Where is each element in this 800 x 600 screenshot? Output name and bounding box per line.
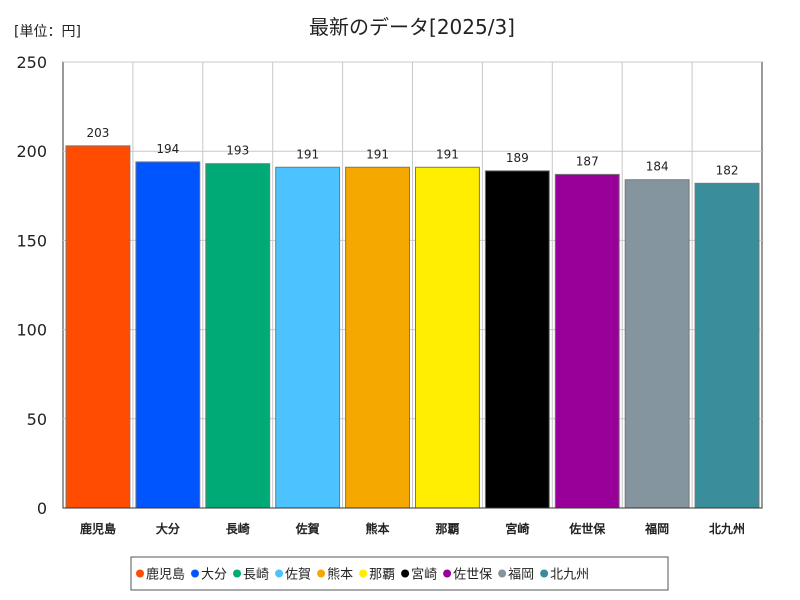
category-label: 長崎 — [226, 521, 250, 536]
legend-label: 佐世保 — [453, 568, 492, 583]
data-label: 193 — [226, 144, 249, 158]
bar — [205, 163, 271, 509]
legend: 鹿児島 大分 長崎 佐賀 熊本 那覇 宮崎 佐世保 福岡 北九州 — [130, 556, 669, 591]
legend-label: 長崎 — [243, 568, 269, 583]
legend-marker — [443, 569, 452, 578]
category-label: 北九州 — [709, 521, 745, 536]
chart-title: 最新のデータ[2025/3] — [309, 15, 515, 39]
category-label: 鹿児島 — [80, 521, 116, 536]
y-tick-label: 150 — [16, 231, 47, 250]
y-tick-label: 250 — [16, 53, 47, 72]
legend-marker — [359, 569, 368, 578]
bar — [135, 161, 201, 509]
legend-marker — [317, 569, 326, 578]
legend-marker — [233, 569, 242, 578]
legend-marker — [275, 569, 284, 578]
data-label: 184 — [646, 160, 669, 174]
bar — [345, 166, 411, 509]
category-label: 佐世保 — [568, 521, 606, 536]
category-label: 熊本 — [366, 521, 390, 536]
y-tick-label: 50 — [27, 410, 47, 429]
legend-box — [130, 556, 669, 591]
category-label: 宮崎 — [505, 521, 529, 536]
data-label: 187 — [576, 154, 599, 168]
legend-marker — [540, 569, 549, 578]
legend-label: 那覇 — [369, 568, 395, 583]
legend-label: 鹿児島 — [146, 567, 185, 583]
y-tick-label: 0 — [37, 499, 47, 518]
bar — [624, 179, 690, 509]
data-label: 191 — [436, 147, 459, 161]
legend-label: 宮崎 — [411, 567, 437, 583]
legend-label: 福岡 — [508, 568, 534, 583]
y-tick-label: 100 — [16, 321, 47, 340]
bar — [415, 166, 480, 509]
legend-marker — [191, 569, 200, 578]
data-label: 194 — [156, 142, 179, 156]
bar — [694, 182, 760, 509]
bar — [554, 173, 620, 509]
data-label: 203 — [86, 126, 109, 140]
legend-label: 北九州 — [550, 568, 589, 583]
y-axis: 0 50 100 150 200 250 — [16, 53, 47, 518]
legend-marker — [136, 569, 144, 578]
data-label: 191 — [296, 147, 319, 161]
legend-label: 大分 — [201, 568, 227, 583]
bar — [65, 145, 131, 509]
category-label: 大分 — [156, 521, 180, 536]
data-label: 182 — [716, 163, 739, 177]
legend-label: 佐賀 — [285, 568, 311, 583]
legend-marker — [498, 569, 507, 578]
bar — [275, 166, 341, 509]
category-label: 佐賀 — [295, 521, 320, 536]
data-labels: 203 194 193 191 191 191 189 187 184 182 — [86, 126, 738, 177]
x-axis: 鹿児島 大分 長崎 佐賀 熊本 那覇 宮崎 佐世保 福岡 北九州 — [63, 507, 762, 536]
bar — [484, 170, 550, 509]
y-tick-label: 200 — [16, 142, 47, 161]
bars — [65, 145, 760, 509]
data-label: 191 — [366, 147, 389, 161]
legend-label: 熊本 — [327, 567, 353, 583]
unit-label: [単位：円] — [14, 24, 81, 40]
data-label: 189 — [506, 151, 529, 165]
legend-marker — [401, 569, 410, 578]
category-label: 福岡 — [644, 521, 669, 536]
category-label: 那覇 — [435, 522, 459, 536]
